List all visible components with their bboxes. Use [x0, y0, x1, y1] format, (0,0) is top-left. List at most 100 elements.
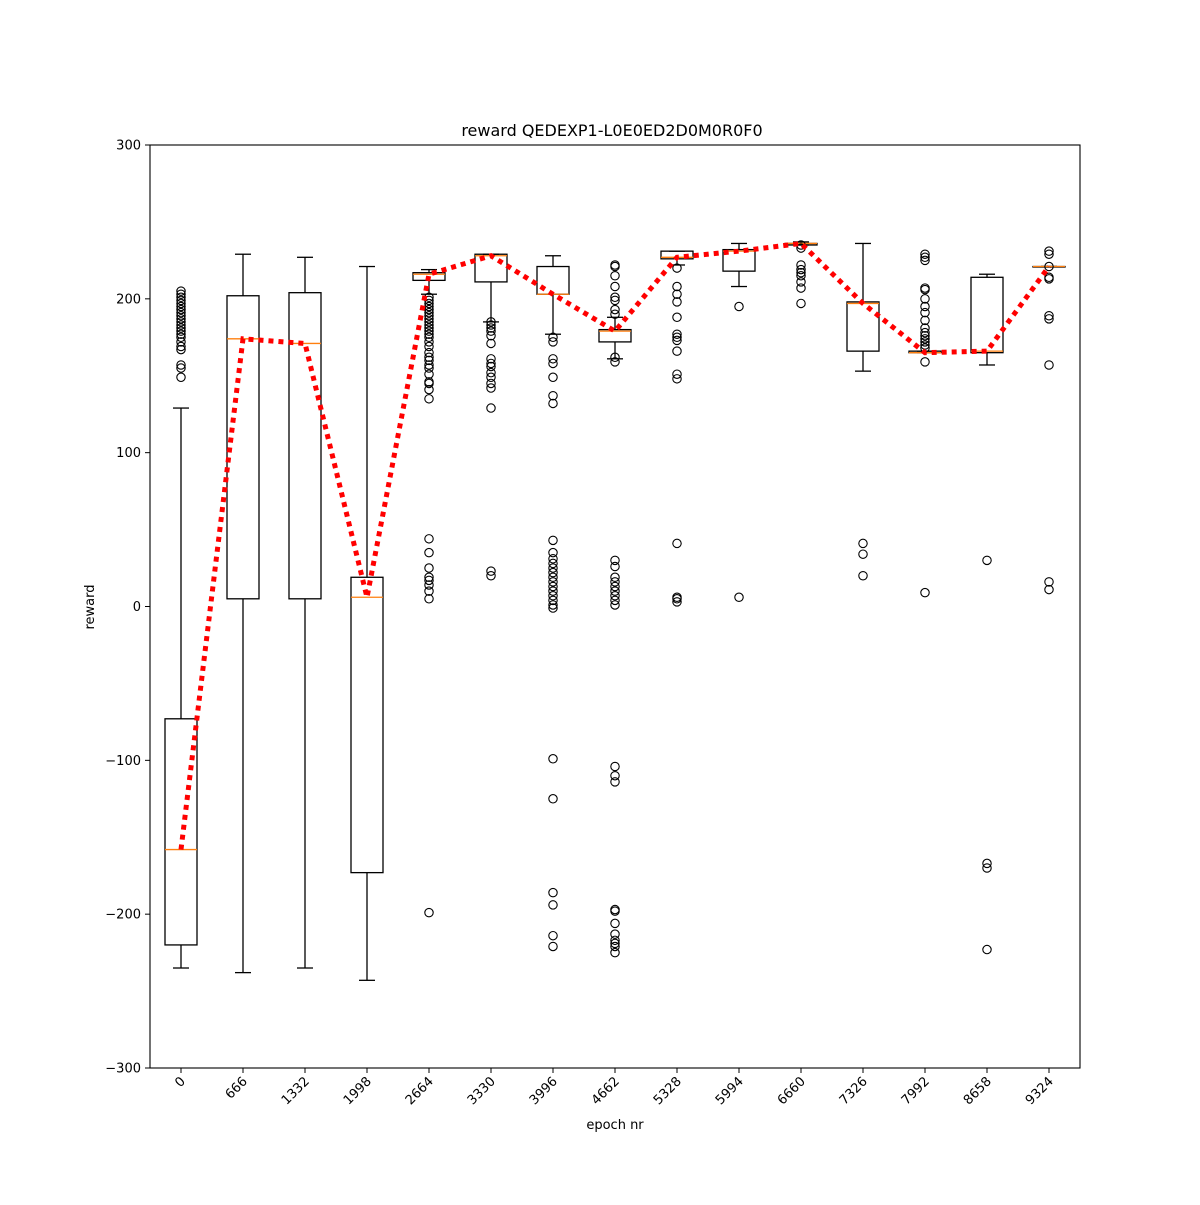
- outlier-point: [610, 938, 620, 949]
- outlier-point: [424, 337, 434, 347]
- outlier-point: [486, 372, 496, 383]
- outlier-point: [424, 360, 434, 370]
- outlier-point: [610, 590, 620, 601]
- outlier-point: [982, 555, 992, 566]
- outlier-point: [176, 304, 186, 315]
- outlier-point: [610, 271, 620, 281]
- outlier-point: [858, 538, 868, 549]
- outlier-point: [176, 298, 186, 309]
- y-tick-label: −300: [105, 1062, 141, 1077]
- outlier-point: [548, 590, 558, 601]
- outlier-point: [424, 352, 434, 363]
- box-7992: [908, 249, 942, 598]
- outlier-point: [548, 558, 558, 569]
- outlier-point: [176, 307, 186, 318]
- outlier-point: [486, 383, 496, 393]
- box-1998: [350, 265, 384, 981]
- outlier-point: [424, 580, 434, 590]
- outlier-point: [920, 340, 930, 350]
- x-tick-label: 5328: [651, 1074, 685, 1108]
- outlier-point: [548, 900, 558, 910]
- x-tick-label: 5994: [713, 1074, 747, 1108]
- outlier-point: [548, 581, 558, 592]
- outlier-point: [610, 555, 620, 566]
- outlier-point: [920, 252, 930, 263]
- outlier-point: [672, 374, 682, 384]
- outlier-point: [672, 346, 682, 356]
- outlier-point: [486, 331, 496, 341]
- x-tick-label: 8658: [961, 1074, 995, 1108]
- outlier-point: [1044, 314, 1054, 324]
- outlier-point: [176, 341, 186, 352]
- outlier-point: [424, 594, 434, 604]
- outlier-point: [672, 281, 682, 292]
- outlier-point: [176, 323, 186, 333]
- outlier-point: [424, 314, 434, 324]
- outlier-point: [548, 794, 558, 804]
- outlier-point: [548, 930, 558, 941]
- outlier-point: [610, 929, 620, 939]
- outlier-point: [610, 761, 620, 772]
- outlier-point: [1044, 577, 1054, 587]
- box-5994: [722, 242, 756, 603]
- x-tick-label: 6660: [775, 1074, 809, 1108]
- outlier-point: [424, 572, 434, 583]
- y-tick-label: 200: [116, 292, 141, 307]
- outlier-point: [176, 329, 186, 339]
- outlier-point: [610, 261, 620, 272]
- outlier-point: [920, 294, 930, 304]
- outlier-point: [424, 332, 434, 343]
- outlier-point: [610, 586, 620, 596]
- outlier-point: [672, 594, 682, 604]
- outlier-point: [176, 360, 186, 370]
- outlier-point: [548, 332, 558, 343]
- outlier-point: [486, 367, 496, 378]
- outlier-point: [486, 354, 496, 364]
- chart-title: reward QEDEXP1-L0E0ED2D0M0R0F0: [461, 121, 762, 140]
- outlier-point: [610, 581, 620, 592]
- outlier-point: [424, 575, 434, 586]
- outlier-point: [548, 595, 558, 606]
- outlier-point: [424, 384, 434, 395]
- box-4662: [598, 260, 632, 958]
- box-0: [164, 286, 198, 969]
- box-5328: [660, 250, 694, 607]
- outlier-point: [672, 329, 682, 339]
- outlier-point: [176, 344, 186, 355]
- outlier-point: [486, 378, 496, 389]
- outlier-point: [548, 337, 558, 347]
- outlier-point: [610, 352, 620, 363]
- outlier-point: [734, 592, 744, 603]
- box-2664: [412, 268, 446, 918]
- outlier-point: [610, 595, 620, 606]
- outlier-point: [486, 570, 496, 581]
- outlier-point: [672, 369, 682, 379]
- outlier-point: [176, 372, 186, 383]
- y-axis-label: reward: [83, 584, 98, 629]
- box-9324: [1032, 246, 1066, 595]
- y-tick-label: 300: [116, 139, 141, 154]
- outlier-point: [858, 570, 868, 581]
- outlier-point: [610, 309, 620, 319]
- outlier-point: [424, 355, 434, 366]
- outlier-point: [1044, 360, 1054, 370]
- outlier-point: [486, 403, 496, 413]
- box-body: [598, 328, 632, 343]
- outlier-point: [610, 281, 620, 292]
- y-tick-label: −100: [105, 754, 141, 769]
- x-tick-label: 666: [223, 1074, 251, 1102]
- box-body: [164, 718, 198, 946]
- outlier-point: [610, 947, 620, 958]
- x-tick-label: 2664: [403, 1074, 437, 1108]
- outlier-point: [610, 906, 620, 916]
- outlier-point: [858, 549, 868, 559]
- box-3996: [536, 255, 570, 952]
- outlier-point: [176, 286, 186, 296]
- outlier-point: [610, 941, 620, 952]
- trend-line: [178, 240, 1052, 850]
- outlier-point: [672, 597, 682, 607]
- outlier-point: [982, 863, 992, 873]
- box-body: [350, 576, 384, 874]
- outlier-point: [610, 357, 620, 367]
- outlier-point: [920, 334, 930, 344]
